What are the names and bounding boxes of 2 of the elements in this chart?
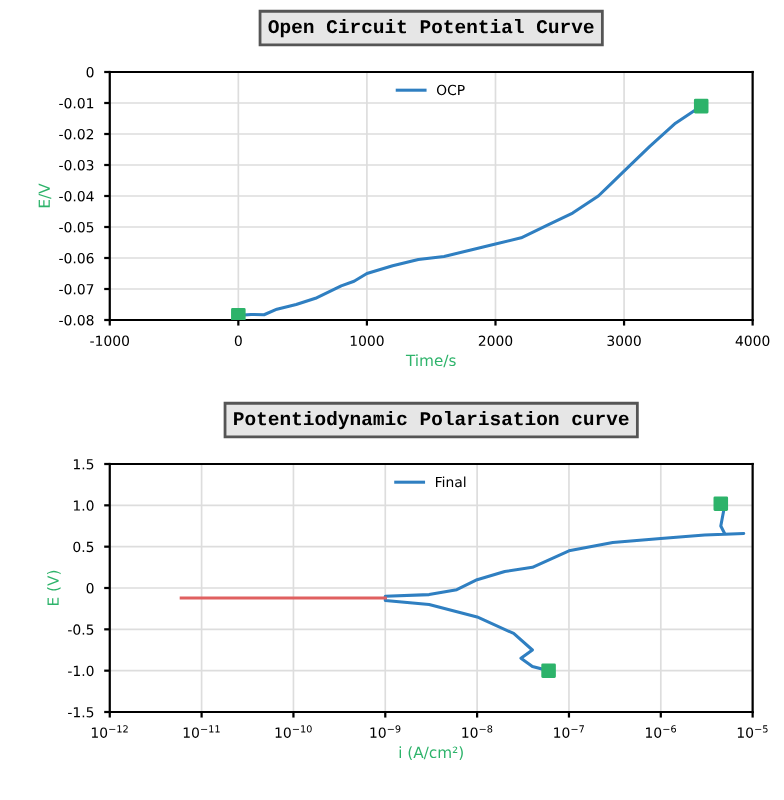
chart-title: Potentiodynamic Polarisation curve: [234, 411, 629, 430]
chart-title: Open Circuit Potential Curve: [268, 19, 594, 38]
